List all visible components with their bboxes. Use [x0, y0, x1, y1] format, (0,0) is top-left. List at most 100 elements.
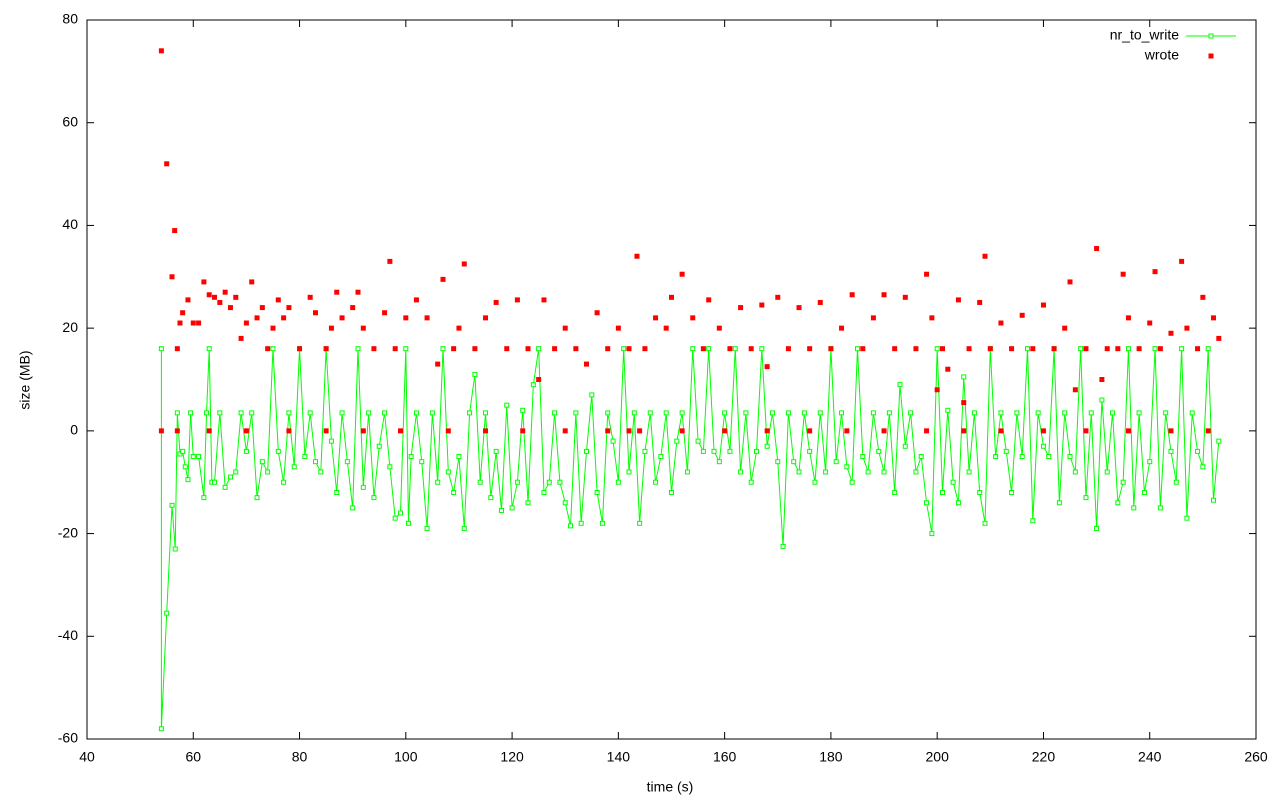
point	[1030, 346, 1036, 352]
point	[1141, 489, 1147, 495]
point	[870, 410, 876, 416]
point	[413, 410, 419, 416]
point	[360, 428, 366, 434]
point	[738, 305, 744, 311]
point	[1168, 448, 1174, 454]
point	[881, 469, 887, 475]
y-tick-label: -40	[58, 627, 78, 643]
point	[1179, 258, 1185, 264]
point	[775, 459, 781, 465]
point	[1019, 312, 1025, 318]
point	[679, 428, 685, 434]
point	[637, 428, 643, 434]
y-tick-label: -60	[58, 730, 78, 746]
point	[1200, 294, 1206, 300]
point	[817, 299, 823, 305]
point	[440, 346, 446, 352]
point	[1125, 346, 1131, 352]
point	[424, 525, 430, 531]
point	[1083, 346, 1089, 352]
point	[483, 428, 489, 434]
point	[536, 346, 542, 352]
point	[961, 428, 967, 434]
point	[913, 346, 919, 352]
point	[174, 410, 180, 416]
point	[387, 464, 393, 470]
point	[233, 294, 239, 300]
legend-label: wrote	[1144, 47, 1179, 63]
point	[902, 443, 908, 449]
point	[254, 495, 260, 501]
point	[716, 325, 722, 331]
point	[312, 310, 318, 316]
point	[222, 289, 228, 295]
point	[233, 469, 239, 475]
point	[249, 410, 255, 416]
point	[631, 410, 637, 416]
point	[403, 346, 409, 352]
point	[398, 428, 404, 434]
point	[281, 315, 287, 321]
point	[392, 346, 398, 352]
point	[456, 325, 462, 331]
point	[754, 448, 760, 454]
point	[828, 346, 834, 352]
point	[334, 289, 340, 295]
point	[1152, 346, 1158, 352]
point	[1168, 330, 1174, 336]
point	[392, 515, 398, 521]
point	[382, 410, 388, 416]
point	[525, 500, 531, 506]
point	[807, 428, 813, 434]
point	[158, 48, 164, 54]
point	[520, 428, 526, 434]
point	[924, 271, 930, 277]
series-line	[160, 348, 1220, 729]
point	[1200, 464, 1206, 470]
point	[562, 325, 568, 331]
point	[945, 407, 951, 413]
point	[169, 274, 175, 280]
point	[307, 294, 313, 300]
point	[206, 346, 212, 352]
point	[1205, 428, 1211, 434]
point	[663, 325, 669, 331]
point	[355, 289, 361, 295]
point	[780, 543, 786, 549]
point	[700, 346, 706, 352]
point	[706, 346, 712, 352]
point	[1195, 346, 1201, 352]
point	[573, 410, 579, 416]
point	[1216, 335, 1222, 341]
y-tick-label: 80	[62, 11, 78, 27]
point	[908, 410, 914, 416]
point	[1094, 246, 1100, 252]
point	[243, 320, 249, 326]
point	[472, 346, 478, 352]
point	[759, 346, 765, 352]
point	[291, 464, 297, 470]
point	[328, 438, 334, 444]
x-tick-label: 40	[79, 749, 95, 765]
point	[977, 299, 983, 305]
point	[950, 479, 956, 485]
x-tick-label: 220	[1032, 749, 1056, 765]
point	[1125, 428, 1131, 434]
point	[360, 484, 366, 490]
point	[243, 428, 249, 434]
point	[435, 361, 441, 367]
point	[1040, 302, 1046, 308]
point	[180, 310, 186, 316]
point	[1062, 325, 1068, 331]
point	[525, 346, 531, 352]
x-tick-label: 200	[926, 749, 950, 765]
point	[201, 495, 207, 501]
point	[823, 469, 829, 475]
point	[222, 484, 228, 490]
point	[1025, 346, 1031, 352]
point	[998, 320, 1004, 326]
point	[201, 279, 207, 285]
point	[387, 258, 393, 264]
point	[265, 469, 271, 475]
point	[212, 294, 218, 300]
